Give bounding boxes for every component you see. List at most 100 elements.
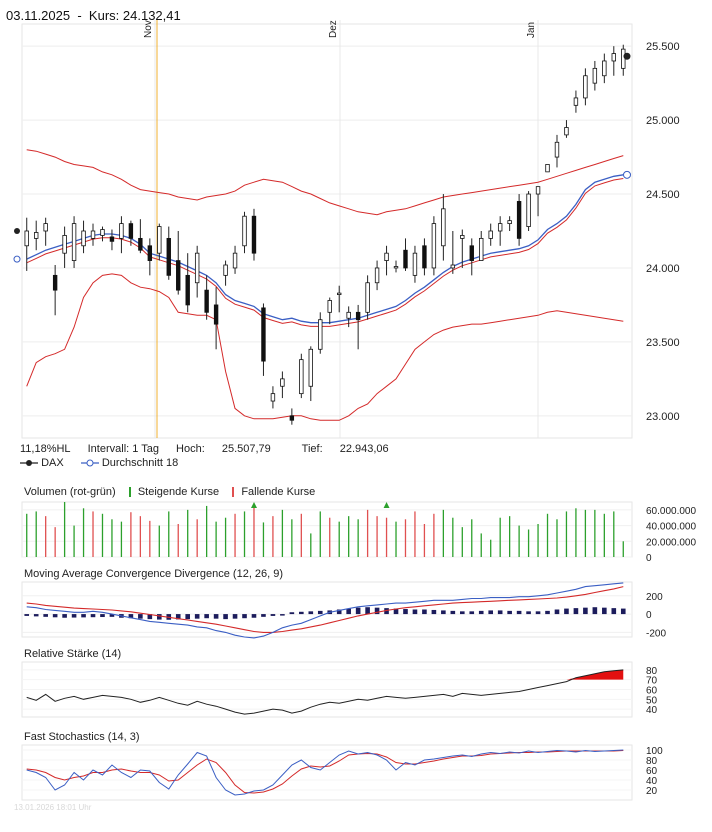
price-y-tick: 24.500 [646, 189, 680, 201]
volume-up-label: Steigende Kurse [137, 486, 220, 498]
volume-y-tick: 60.000.000 [646, 506, 696, 517]
macd-histogram-bar [128, 614, 134, 619]
price-y-tick: 24.000 [646, 263, 680, 275]
macd-histogram-bar [147, 614, 153, 620]
candle-body [583, 75, 588, 99]
candle-body [602, 60, 607, 77]
candle-body [516, 201, 522, 239]
candle-body [535, 186, 541, 195]
macd-title: Moving Average Convergence Divergence (1… [24, 568, 284, 580]
legend-ma: Durchschnitt 18 [101, 457, 179, 469]
candle-body [355, 311, 361, 321]
macd-histogram-bar [365, 607, 370, 615]
candle-body [251, 215, 257, 254]
hoch-group: Hoch: 25.507,79 [176, 443, 285, 455]
rsi-y-tick: 70 [646, 676, 658, 687]
candle-body [34, 232, 39, 239]
candle-body [261, 307, 266, 362]
candle-body [507, 220, 512, 225]
macd-histogram-bar [592, 607, 598, 615]
macd-histogram-bar [384, 608, 389, 615]
candle-body [289, 415, 295, 421]
price-legend: DAX Durchschnitt 18 [20, 457, 182, 469]
macd-histogram-bar [194, 614, 200, 619]
rsi-y-tick: 60 [646, 686, 658, 697]
dax-legend-icon [20, 460, 38, 467]
rsi-line [26, 669, 624, 715]
footer-timestamp: 13.01.2026 18:01 Uhr [14, 803, 92, 812]
header-separator: - [77, 8, 82, 23]
macd-histogram-bar [535, 611, 541, 615]
candle-body [554, 141, 560, 158]
price-y-tick: 25.000 [646, 115, 680, 127]
month-label-nov: Nov [143, 20, 154, 38]
macd-histogram-bar [336, 609, 342, 615]
hl-value: 11,18%HL [20, 443, 71, 455]
macd-histogram-bar [478, 610, 484, 615]
macd-histogram-bar [100, 614, 105, 618]
candle-body [526, 193, 531, 227]
stoch-y-tick: 40 [646, 776, 658, 787]
macd-histogram-bar [545, 610, 550, 615]
candle-body [497, 223, 503, 232]
macd-histogram-bar [507, 610, 512, 615]
macd-signal-line [26, 586, 624, 633]
macd-histogram-bar [90, 614, 96, 618]
macd-histogram-bar [516, 610, 522, 615]
candle-body [213, 304, 219, 325]
macd-histogram-bar [374, 607, 380, 615]
header-kurs-label: Kurs: [88, 8, 120, 23]
macd-histogram-bar [602, 607, 607, 615]
candle-body [441, 208, 446, 247]
macd-histogram-bar [573, 608, 579, 615]
candle-body [109, 236, 115, 242]
macd-histogram-bar [270, 614, 276, 616]
volume-y-tick: 0 [646, 553, 652, 564]
candle-body [327, 300, 332, 313]
candle-body [43, 223, 48, 232]
macd-histogram-bar [138, 614, 143, 619]
macd-histogram-bar [33, 614, 39, 617]
macd-histogram-bar [469, 611, 475, 615]
macd-y-tick: 0 [646, 610, 652, 621]
volume-overflow-arrow [383, 502, 390, 508]
volume-legend: Volumen (rot-grün) Steigende Kurse Falle… [24, 486, 315, 498]
header: 03.11.2025 - Kurs: 24.132,41 [6, 8, 181, 23]
ma18-line [26, 174, 624, 324]
candle-body [119, 223, 124, 239]
macd-histogram-bar [232, 614, 238, 619]
macd-histogram-bar [317, 610, 323, 615]
candle-body [431, 223, 437, 269]
macd-histogram-bar [611, 608, 617, 615]
macd-histogram-bar [71, 614, 77, 618]
candle-body [545, 164, 550, 173]
macd-histogram-bar [43, 614, 48, 617]
macd-histogram-bar [289, 612, 295, 615]
rsi-y-tick: 80 [646, 666, 658, 677]
macd-histogram-bar [620, 608, 626, 615]
ma-start-marker [13, 255, 21, 263]
macd-histogram-bar [583, 607, 588, 615]
candle-body [460, 235, 465, 239]
candle-body [393, 266, 399, 269]
macd-histogram-bar [554, 609, 560, 615]
stoch-y-tick: 100 [646, 746, 663, 757]
macd-histogram-bar [450, 610, 456, 615]
macd-histogram-bar [459, 611, 465, 615]
candle-body [232, 252, 238, 269]
macd-histogram-bar [62, 614, 67, 618]
macd-histogram-bar [412, 609, 418, 615]
candle-body [384, 252, 389, 261]
up-legend-icon [128, 487, 131, 498]
stoch-k-line [26, 749, 624, 796]
candle-body [185, 274, 190, 306]
candle-body [194, 252, 200, 284]
candle-body [346, 311, 351, 319]
macd-histogram-bar [52, 614, 58, 618]
down-legend-icon [232, 487, 235, 498]
candle-body [242, 215, 247, 247]
band-upper-line [26, 149, 624, 216]
tief-value: 22.943,06 [339, 443, 389, 455]
macd-frame [21, 581, 633, 638]
